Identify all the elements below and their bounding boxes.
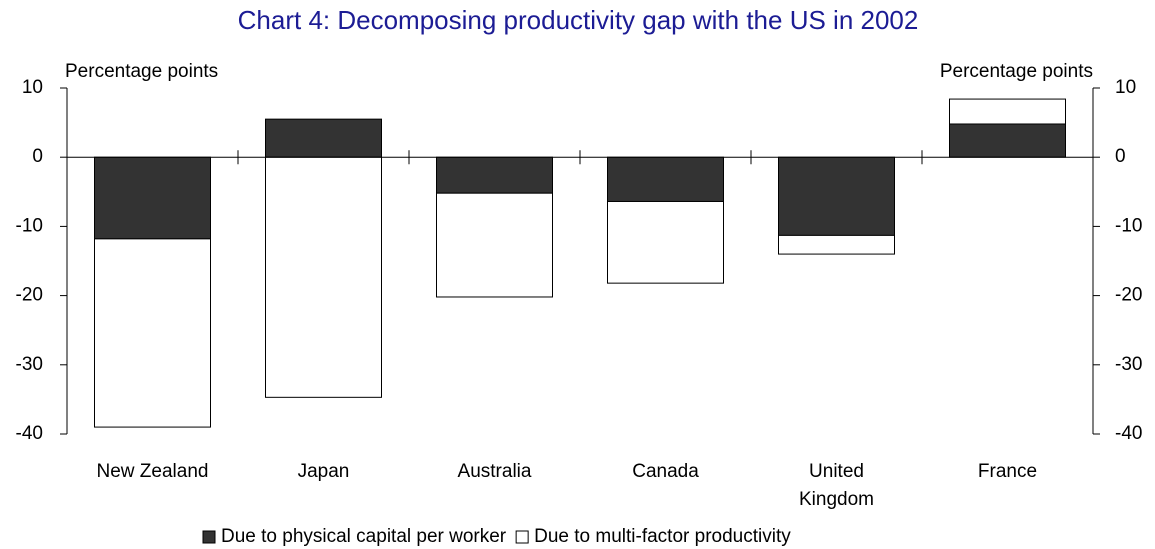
y-tick-label: -30 <box>16 354 43 375</box>
chart-title: Chart 4: Decomposing productivity gap wi… <box>238 5 919 35</box>
bar <box>607 156 724 202</box>
y2-tick-label: -20 <box>1115 285 1142 306</box>
bar <box>949 123 1066 158</box>
x-tick-label: Japan <box>297 461 350 482</box>
legend-swatch <box>202 530 216 544</box>
bar <box>265 156 382 398</box>
y2-tick-label: -10 <box>1115 215 1142 236</box>
x-tick-label: Australia <box>457 461 532 482</box>
y2-tick-label: 10 <box>1115 77 1136 98</box>
x-tick-label: New Zealand <box>96 461 209 482</box>
bar <box>778 156 895 236</box>
y-tick-label: -40 <box>16 423 43 444</box>
y-tick-label: 0 <box>32 146 43 167</box>
bar <box>94 238 211 428</box>
bar <box>778 234 895 255</box>
bar <box>607 200 724 284</box>
y-tick-label: 10 <box>22 77 43 98</box>
y2-tick-label: -30 <box>1115 354 1142 375</box>
y-tick-label: -10 <box>16 215 43 236</box>
y-axis-label: Percentage points <box>65 61 218 82</box>
bar <box>949 98 1066 125</box>
bar <box>265 118 382 158</box>
y2-tick-label: 0 <box>1115 146 1126 167</box>
y2-tick-label: -40 <box>1115 423 1142 444</box>
y-tick-label: -20 <box>16 285 43 306</box>
legend-label: Due to multi-factor productivity <box>534 526 791 547</box>
bar <box>436 156 553 194</box>
legend-label: Due to physical capital per worker <box>221 526 507 547</box>
x-tick-label: Canada <box>632 461 699 482</box>
legend-swatch <box>515 530 529 544</box>
bar <box>94 156 211 240</box>
bar <box>436 192 553 298</box>
y2-axis-label: Percentage points <box>940 61 1093 82</box>
x-tick-label: France <box>977 461 1038 482</box>
x-tick-label: United Kingdom <box>799 461 874 510</box>
